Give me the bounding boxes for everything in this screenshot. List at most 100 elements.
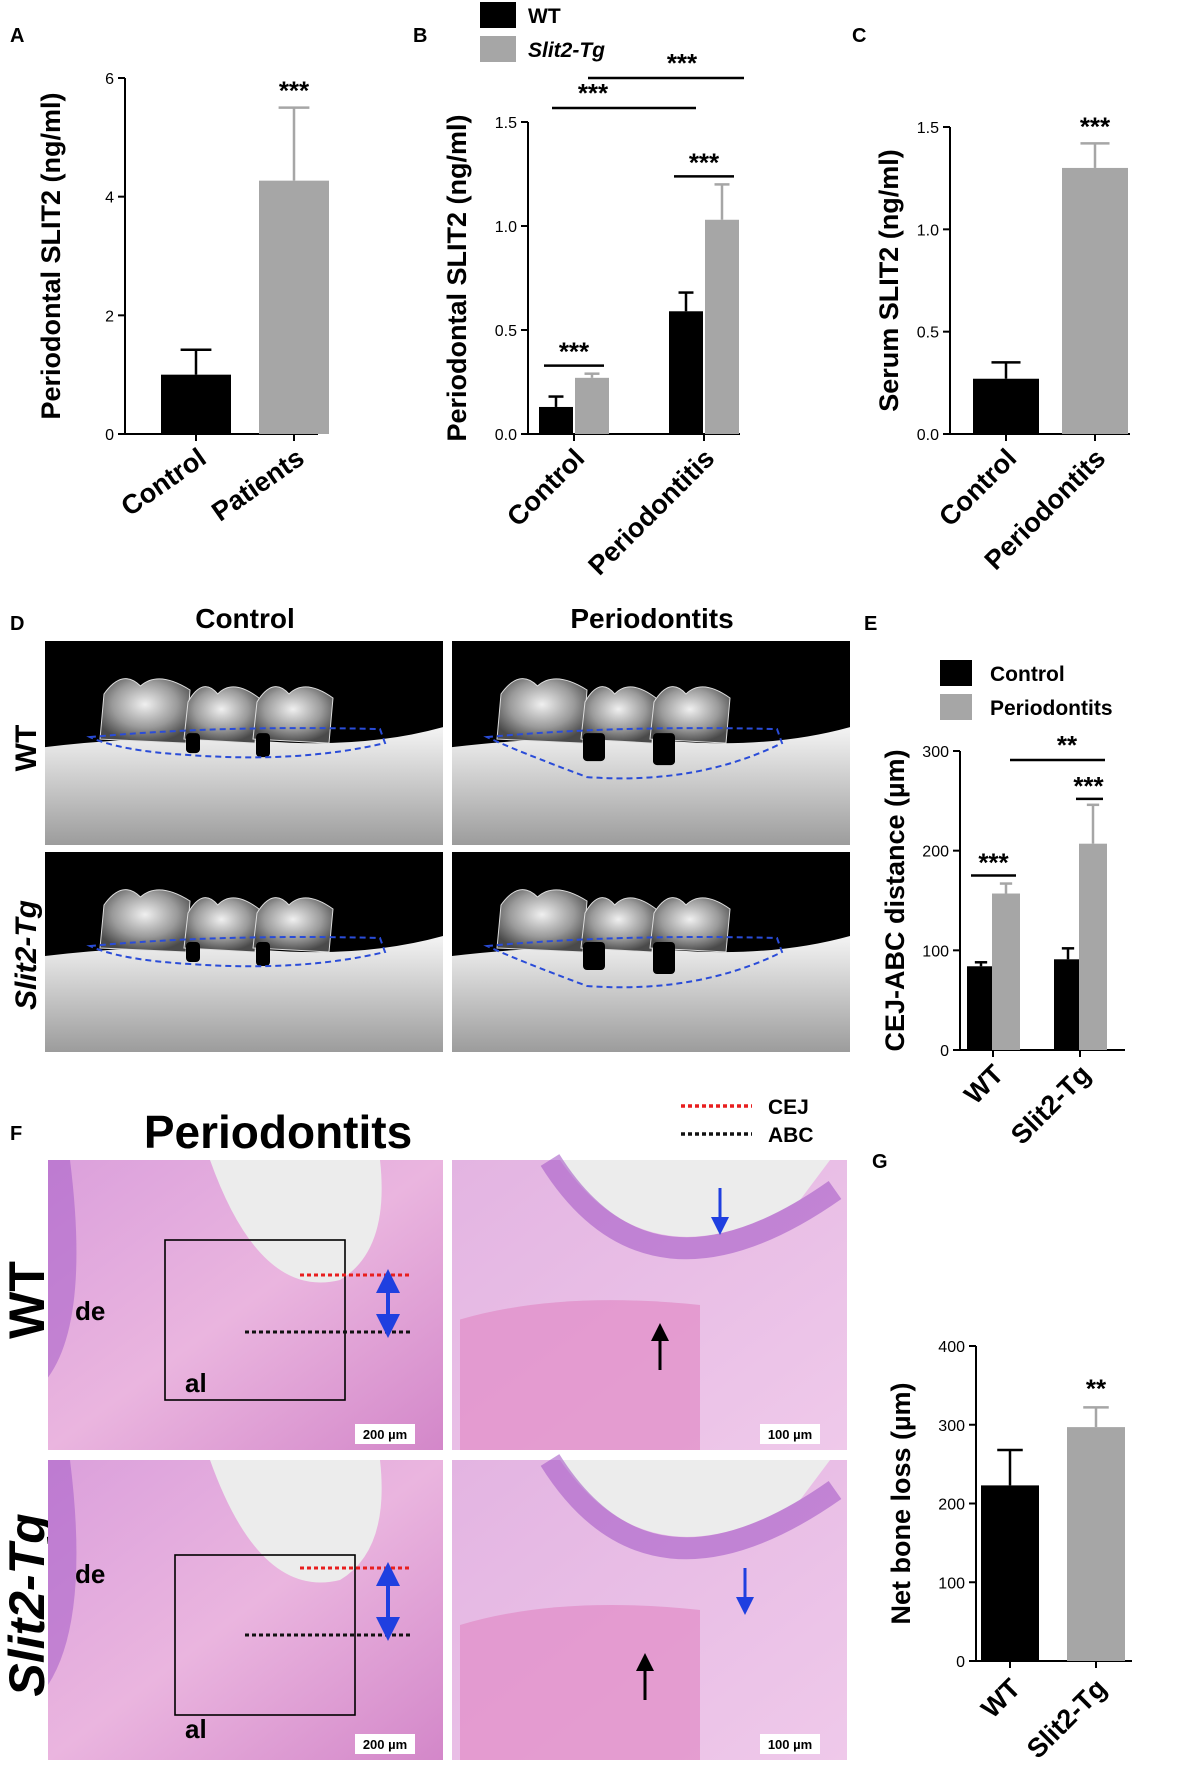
bar bbox=[973, 378, 1039, 434]
interproximal-gap bbox=[583, 942, 605, 970]
scale-bar-box bbox=[760, 1734, 820, 1754]
y-tick-label: 400 bbox=[938, 1339, 965, 1356]
chart-e: 0 100 200 300 CEJ-ABC distance (µm) WTSlit2-T… bbox=[880, 730, 1125, 1150]
alveolar-bone bbox=[45, 936, 443, 1052]
x-tick-label: WT bbox=[958, 1059, 1009, 1110]
x-tick-label: Control bbox=[501, 443, 590, 532]
molar-crown bbox=[252, 897, 334, 953]
molar-crown bbox=[99, 889, 191, 953]
y-tick-label: 300 bbox=[922, 744, 949, 761]
y-tick-label: 200 bbox=[922, 844, 949, 861]
x-tick-label: Patients bbox=[206, 442, 309, 527]
y-tick-label: 100 bbox=[922, 943, 949, 960]
histology-low-tg: de al 200 µm bbox=[48, 1460, 443, 1760]
cej-abc-boundary bbox=[86, 936, 387, 968]
x-tick-label: Slit2-Tg bbox=[1021, 1673, 1112, 1764]
molar-crown bbox=[496, 889, 588, 953]
bar-b bbox=[575, 377, 609, 434]
y-tick-label: 6 bbox=[105, 71, 114, 88]
col-label-control: Control bbox=[195, 603, 295, 634]
legend-b-tg-label: Slit2-Tg bbox=[528, 39, 605, 62]
alveolar-bone bbox=[452, 936, 850, 1052]
label-alveolar-bone: al bbox=[185, 1368, 207, 1398]
chart-a: 0 2 4 6 Periodontal SLIT2 (ng/ml) ControlPati… bbox=[36, 71, 329, 527]
bar bbox=[161, 374, 231, 434]
histology-title: Periodontits bbox=[144, 1106, 412, 1158]
legend-e-control-swatch bbox=[940, 660, 972, 686]
row-label-wt: WT bbox=[10, 725, 43, 772]
interproximal-gap bbox=[583, 733, 605, 762]
y-tick-label: 0 bbox=[105, 427, 114, 444]
bar-b bbox=[1079, 843, 1107, 1050]
ct-image-tg-control bbox=[45, 852, 443, 1052]
panel-f-histology: Periodontits CEJ ABC WT Slit2-Tg de al 200… bbox=[0, 1096, 847, 1760]
legend-e-periodontitis-label: Periodontits bbox=[990, 697, 1113, 720]
scale-bar-label: 200 µm bbox=[363, 1427, 407, 1442]
dentin bbox=[48, 1160, 77, 1378]
histology-low-wt: de al 200 µm bbox=[48, 1160, 443, 1450]
significance-stars: *** bbox=[1073, 771, 1104, 801]
cej-abc-boundary bbox=[86, 727, 387, 759]
interproximal-gap bbox=[186, 733, 200, 754]
histology-row-wt: WT bbox=[0, 1261, 55, 1339]
x-tick-label: Slit2-Tg bbox=[1005, 1059, 1096, 1150]
scale-bar-label: 100 µm bbox=[768, 1427, 812, 1442]
scale-bar-box bbox=[760, 1424, 820, 1444]
ct-image-wt-control bbox=[45, 641, 443, 845]
panel-letter-b: B bbox=[413, 25, 427, 47]
y-tick-label: 0.5 bbox=[495, 323, 517, 340]
interproximal-gap bbox=[186, 942, 200, 962]
pocket-space bbox=[560, 1460, 830, 1537]
junctional-epithelium bbox=[540, 1454, 842, 1560]
y-tick-label: 1.0 bbox=[495, 219, 517, 236]
y-tick-label: 200 bbox=[938, 1497, 965, 1514]
panel-letter-c: C bbox=[852, 25, 866, 47]
significance-stars: *** bbox=[279, 76, 310, 106]
panel-letter-a: A bbox=[10, 25, 24, 47]
label-dentin: de bbox=[75, 1559, 105, 1589]
bar-a bbox=[669, 311, 703, 434]
histology-high-tg: 100 µm bbox=[452, 1454, 847, 1760]
interproximal-gap bbox=[653, 733, 675, 766]
cej-abc-boundary bbox=[483, 936, 784, 989]
junctional-epithelium bbox=[540, 1154, 842, 1260]
bone-tissue bbox=[460, 1605, 700, 1760]
col-label-periodontitis: Periodontits bbox=[570, 603, 733, 634]
legend-b-tg-swatch bbox=[480, 36, 516, 62]
y-axis-label: CEJ-ABC distance (µm) bbox=[880, 749, 910, 1051]
panel-d-images: Control Periodontits WT Slit2-Tg bbox=[10, 603, 850, 1052]
y-axis-label: Periodontal SLIT2 (ng/ml) bbox=[442, 114, 472, 441]
legend-e-periodontitis-swatch bbox=[940, 694, 972, 720]
dentin bbox=[48, 1460, 77, 1685]
panel-letter-e: E bbox=[864, 613, 877, 635]
scale-bar-box bbox=[355, 1734, 415, 1754]
significance-stars: *** bbox=[667, 48, 698, 78]
bar-b bbox=[992, 893, 1020, 1050]
bar-b bbox=[705, 219, 739, 434]
scale-bar-label: 200 µm bbox=[363, 1737, 407, 1752]
ct-image-wt-periodontitis bbox=[452, 641, 850, 845]
interproximal-gap bbox=[256, 733, 270, 758]
significance-stars: ** bbox=[1057, 730, 1078, 760]
zoom-region-box bbox=[164, 1239, 346, 1401]
significance-stars: *** bbox=[689, 147, 720, 177]
bar bbox=[1062, 167, 1128, 434]
pocket-space bbox=[210, 1460, 382, 1583]
zoom-region-box bbox=[174, 1554, 356, 1716]
histology-row-tg: Slit2-Tg bbox=[0, 1513, 55, 1696]
pocket-space bbox=[560, 1160, 830, 1237]
y-axis-label: Periodontal SLIT2 (ng/ml) bbox=[36, 92, 66, 419]
row-label-tg: Slit2-Tg bbox=[10, 900, 43, 1010]
interproximal-gap bbox=[256, 942, 270, 966]
y-tick-label: 100 bbox=[938, 1575, 965, 1592]
label-alveolar-bone: al bbox=[185, 1714, 207, 1744]
pocket-space bbox=[210, 1160, 382, 1283]
scale-bar-label: 100 µm bbox=[768, 1737, 812, 1752]
y-tick-label: 1.5 bbox=[917, 120, 939, 137]
significance-stars: *** bbox=[978, 848, 1009, 878]
y-tick-label: 1.5 bbox=[495, 115, 517, 132]
legend-b: WT Slit2-Tg bbox=[480, 2, 605, 62]
legend-e-control-label: Control bbox=[990, 663, 1065, 686]
